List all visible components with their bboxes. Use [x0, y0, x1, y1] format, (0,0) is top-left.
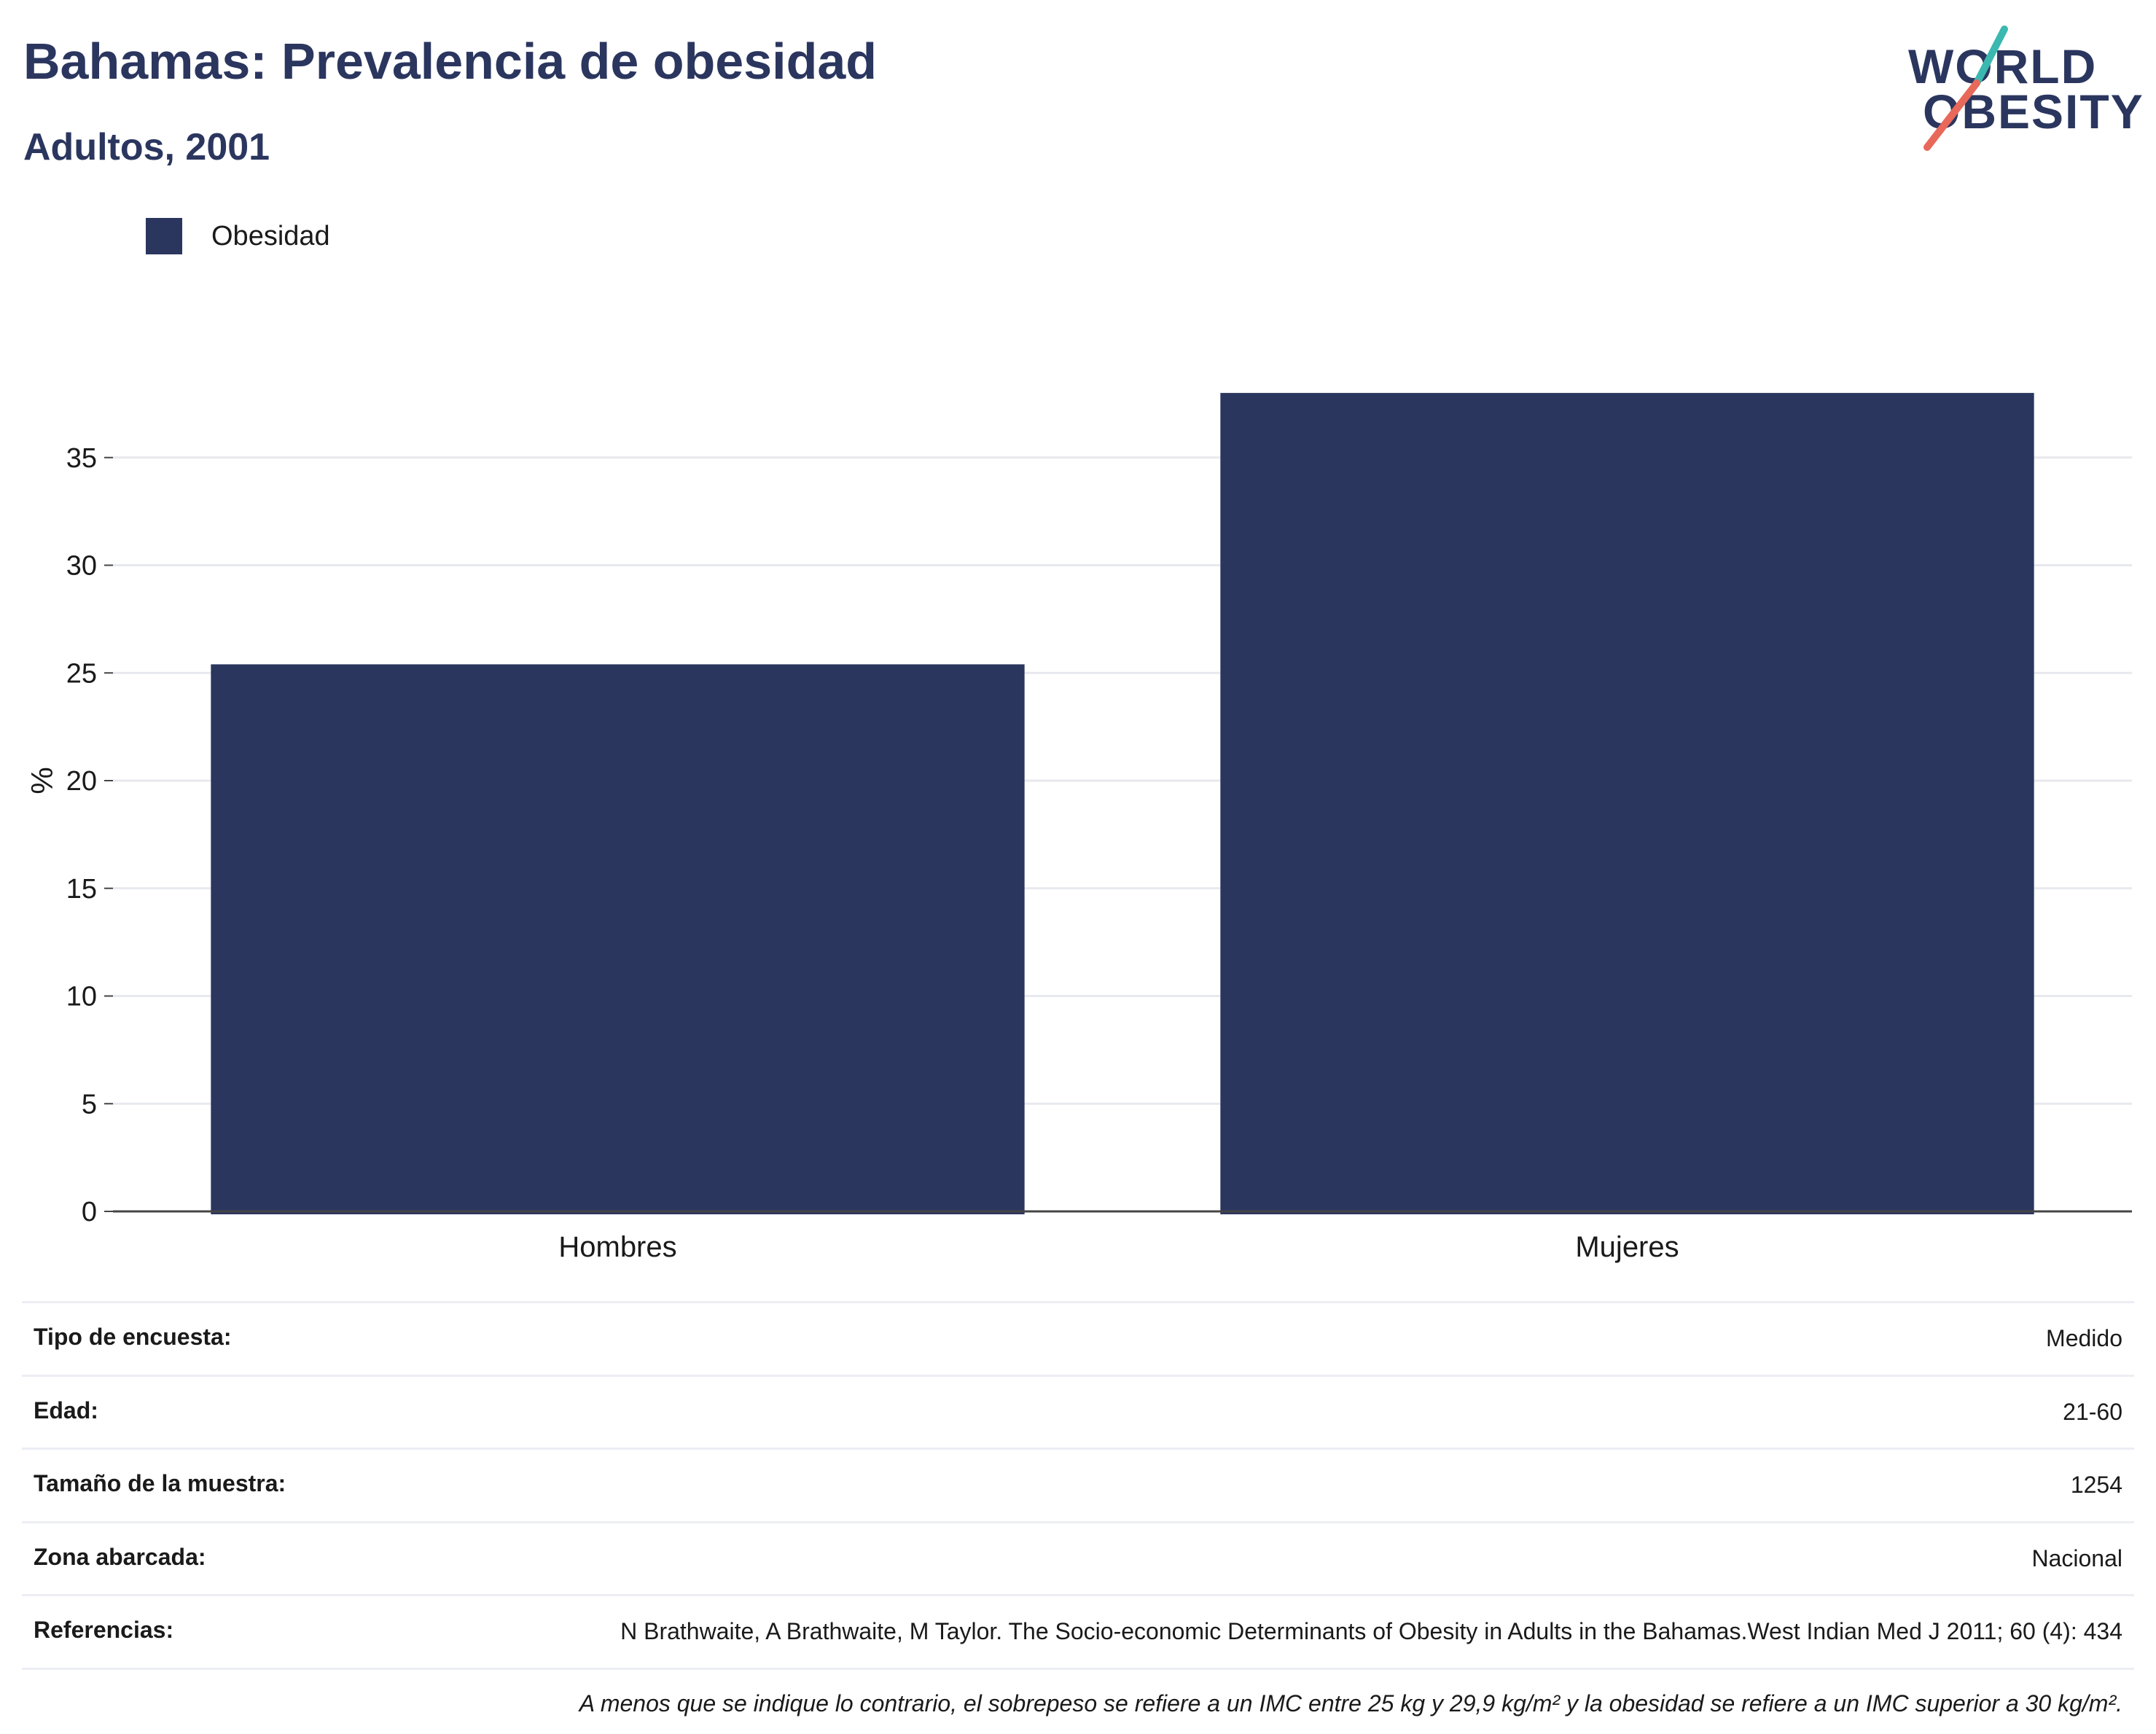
info-value: Nacional [2031, 1544, 2122, 1571]
y-tick-label: 15 [66, 874, 97, 905]
info-key: Tipo de encuesta: [34, 1324, 232, 1350]
info-value: N Brathwaite, A Brathwaite, M Taylor. Th… [620, 1618, 2122, 1645]
bars [211, 393, 2034, 1214]
x-tick-label: Hombres [558, 1231, 676, 1263]
chart-legend[interactable]: Obesidad [146, 217, 330, 255]
info-row-sample-size: Tamaño de la muestra: 1254 [22, 1448, 2134, 1521]
legend-swatch [146, 218, 182, 254]
survey-info-table: Tipo de encuesta: Medido Edad: 21-60 Tam… [22, 1301, 2134, 1734]
y-tick-label: 25 [66, 658, 97, 689]
info-key: Referencias: [34, 1617, 174, 1644]
axes: 0 5 10 15 20 25 30 35 Hombres Mujeres% [25, 443, 2132, 1263]
bar-hombres [211, 664, 1025, 1214]
chart-title: Bahamas: Prevalencia de obesidad [23, 33, 878, 90]
info-key: Edad: [34, 1397, 98, 1423]
info-row-age: Edad: 21-60 [22, 1374, 2134, 1448]
bar-mujeres [1220, 393, 2034, 1214]
info-value: 21-60 [2063, 1398, 2122, 1425]
logo-line1: WORLD [1908, 39, 2098, 93]
bar-chart: 0 5 10 15 20 25 30 35 Hombres Mujeres% [25, 393, 2132, 1263]
logo-line2: OBESITY [1923, 85, 2144, 138]
info-key: Tamaño de la muestra: [34, 1470, 286, 1497]
y-tick-label: 20 [66, 766, 97, 797]
y-tick-label: 5 [82, 1089, 97, 1120]
x-tick-label: Mujeres [1575, 1231, 1679, 1263]
y-tick-label: 0 [82, 1197, 97, 1227]
info-row-area: Zona abarcada: Nacional [22, 1520, 2134, 1595]
chart-subtitle: Adultos, 2001 [23, 126, 270, 168]
world-obesity-logo: WORLD OBESITY [1895, 22, 2143, 153]
info-value: 1254 [2070, 1472, 2122, 1499]
legend-label: Obesidad [211, 220, 330, 251]
logo-slash-icon [1923, 26, 2008, 151]
y-axis-label: % [25, 767, 59, 794]
y-tick-label: 30 [66, 551, 97, 582]
info-key: Zona abarcada: [34, 1543, 206, 1570]
y-tick-label: 10 [66, 982, 97, 1012]
info-row-survey-type: Tipo de encuesta: Medido [22, 1301, 2134, 1375]
y-tick-label: 35 [66, 443, 97, 474]
definition-note: A menos que se indique lo contrario, el … [22, 1667, 2134, 1734]
info-value: Medido [2046, 1325, 2122, 1351]
info-row-references: Referencias: N Brathwaite, A Brathwaite,… [22, 1594, 2134, 1668]
